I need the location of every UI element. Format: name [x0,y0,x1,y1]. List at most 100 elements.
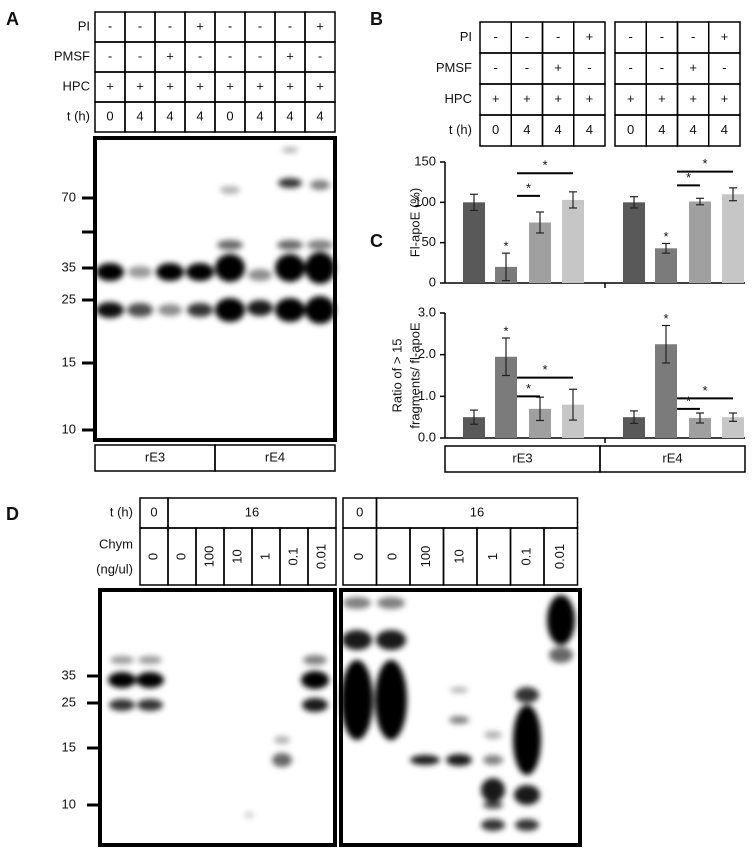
band [272,753,292,767]
band [186,263,214,281]
bar [655,248,677,283]
cell-text: + [554,91,562,106]
band [341,660,373,740]
panel-label: B [370,9,383,29]
significance-star: * [663,311,668,326]
cell-text: 0 [226,108,233,123]
bar [562,404,584,438]
band [449,716,469,724]
cell-text: 1 [257,553,272,560]
band [302,698,328,712]
band [307,240,333,250]
band [187,303,213,317]
cell-text: rE4 [265,449,285,464]
band [547,595,575,645]
cell-text: - [493,29,497,44]
bar [562,199,584,283]
cell-text: 4 [316,108,323,123]
cell-text: 0 [356,504,363,519]
band [450,687,468,693]
marker-label: 15 [62,739,76,754]
cell-text: 10 [229,549,244,563]
y-tick-label: 100 [414,194,436,209]
cell-text: 0 [385,553,400,560]
band [483,755,503,765]
band [514,785,540,805]
cell-text: + [586,91,594,106]
blot-bands [96,147,335,324]
cell-text: 4 [658,122,665,137]
band [128,266,152,278]
band [127,303,153,317]
band [215,254,245,282]
bar [689,418,711,438]
cell-text: + [286,78,294,93]
cell-text: 4 [166,108,173,123]
cell-text: - [228,18,232,33]
cell-text: - [660,60,664,75]
row-label: t (h) [67,108,90,123]
significance-star: * [686,393,691,408]
band [220,186,240,194]
cell-text: 4 [690,122,697,137]
y-axis-label: fragments/ fl-apoE [407,322,422,429]
cell-text: 0 [173,553,188,560]
cell-text: + [492,91,500,106]
band [215,298,245,322]
significance-star: * [526,381,531,396]
cell-text: - [138,48,142,63]
row-label: (ng/ul) [96,561,133,576]
cell-text: + [689,91,697,106]
cell-text: + [256,78,264,93]
cell-text: + [658,91,666,106]
band [156,263,184,281]
marker-label: 70 [62,189,76,204]
marker-label: 35 [62,667,76,682]
band [484,731,502,739]
bar [529,408,551,438]
cell-text: + [627,91,635,106]
marker-label: 10 [62,796,76,811]
band [275,254,305,282]
band [515,687,539,703]
cell-text: - [258,48,262,63]
cell-text: - [168,18,172,33]
cell-text: 4 [286,108,293,123]
cell-text: 0.01 [313,544,328,569]
bar [623,202,645,283]
panel-label: D [6,504,19,524]
band [274,736,290,744]
band [515,819,539,831]
blot-frame [339,588,582,847]
cell-text: + [586,29,594,44]
band [481,819,505,831]
cell-text: - [108,18,112,33]
band [96,302,124,318]
marker-label: 35 [62,259,76,274]
cell-text: + [166,78,174,93]
cell-text: 4 [523,122,530,137]
row-label: HPC [63,78,90,93]
band [301,671,329,689]
cell-text: 0 [106,108,113,123]
significance-star: * [542,362,547,377]
cell-text: 4 [256,108,263,123]
bar [463,202,485,283]
row-label: PI [78,18,90,33]
y-axis-label: Fl-apoE (%) [407,188,422,257]
bar [623,417,645,438]
table-cell [599,445,746,473]
significance-star: * [542,158,547,173]
cell-text: - [493,60,497,75]
marker-label: 25 [62,694,76,709]
cell-text: + [166,48,174,63]
blot-frame [93,136,337,442]
band [282,147,298,153]
cell-text: 4 [721,122,728,137]
row-label: t (h) [110,504,133,519]
cell-text: rE3 [145,449,165,464]
table-cell [708,114,741,147]
blot-bands [108,655,329,818]
band [481,778,505,802]
